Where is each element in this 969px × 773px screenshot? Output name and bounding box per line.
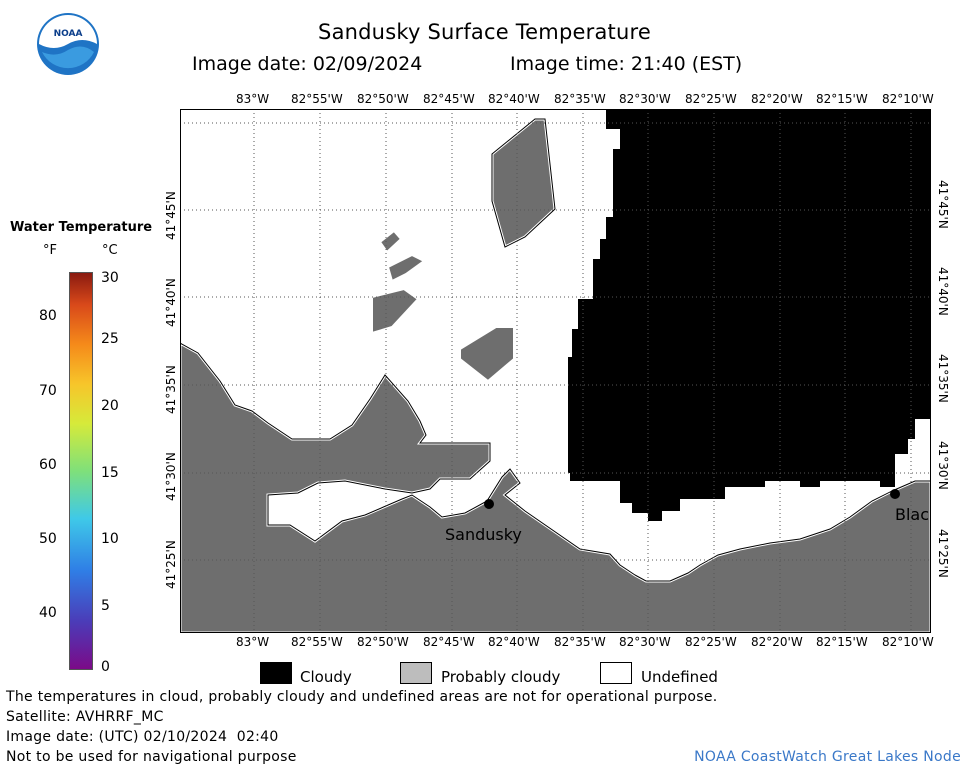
lat-label-right: 41°45'N [936, 180, 950, 229]
lon-label-top: 82°20'W [751, 92, 803, 106]
lon-label-top: 82°15'W [816, 92, 868, 106]
lon-label-bottom: 82°25'W [685, 635, 737, 649]
lat-label-left: 41°30'N [164, 452, 178, 501]
lat-label-left: 41°40'N [164, 278, 178, 327]
navigation-warning: Not to be used for navigational purpose [6, 749, 297, 765]
lat-label-right: 41°35'N [936, 354, 950, 403]
lon-label-top: 82°40'W [488, 92, 540, 106]
lon-label-bottom: 82°35'W [554, 635, 606, 649]
city-label-blac: Blac [895, 505, 930, 524]
lon-label-top: 82°35'W [554, 92, 606, 106]
noaa-logo: NOAA [37, 13, 99, 75]
c-tick-25: 25 [101, 331, 119, 347]
cloudy-key-label: Cloudy [300, 668, 352, 686]
map-title: Sandusky Surface Temperature [318, 20, 651, 44]
c-tick-30: 30 [101, 270, 119, 286]
cloudy-area [568, 109, 931, 521]
lon-label-top: 83°W [236, 92, 270, 106]
credit-link[interactable]: NOAA CoastWatch Great Lakes Node [694, 749, 961, 765]
probably-cloudy-key-label: Probably cloudy [441, 668, 561, 686]
unit-fahrenheit: °F [43, 243, 57, 258]
disclaimer-text: The temperatures in cloud, probably clou… [6, 689, 718, 705]
cloudy-swatch [260, 662, 292, 684]
utc-date-text: Image date: (UTC) 02/10/2024 02:40 [6, 729, 279, 745]
satellite-text: Satellite: AVHRRF_MC [6, 709, 164, 725]
c-tick-15: 15 [101, 465, 119, 481]
lat-label-right: 41°25'N [936, 529, 950, 578]
lat-label-right: 41°30'N [936, 441, 950, 490]
image-date: Image date: 02/09/2024 [192, 53, 423, 75]
c-tick-20: 20 [101, 398, 119, 414]
image-time: Image time: 21:40 (EST) [510, 53, 743, 75]
lon-label-top: 82°10'W [882, 92, 934, 106]
lat-label-left: 41°45'N [164, 191, 178, 240]
noaa-logo-text: NOAA [54, 29, 83, 39]
blac-marker [890, 489, 900, 499]
lat-label-right: 41°40'N [936, 267, 950, 316]
lat-label-left: 41°35'N [164, 365, 178, 414]
lon-label-bottom: 83°W [236, 635, 270, 649]
lon-label-top: 82°25'W [685, 92, 737, 106]
c-tick-0: 0 [101, 659, 110, 675]
city-label-sandusky: Sandusky [445, 525, 522, 544]
c-tick-5: 5 [101, 598, 110, 614]
lon-label-bottom: 82°30'W [619, 635, 671, 649]
lon-label-top: 82°30'W [619, 92, 671, 106]
map-panel [180, 109, 931, 633]
graticule [180, 109, 931, 633]
f-tick-60: 60 [39, 457, 57, 473]
lon-label-top: 82°50'W [357, 92, 409, 106]
lon-label-bottom: 82°10'W [882, 635, 934, 649]
color-scale-title: Water Temperature [10, 220, 153, 235]
color-scale-bar [69, 272, 93, 670]
f-tick-50: 50 [39, 531, 57, 547]
sandusky-marker [484, 499, 494, 509]
undefined-swatch [600, 662, 632, 684]
unit-celsius: °C [102, 243, 118, 258]
lon-label-bottom: 82°55'W [291, 635, 343, 649]
lon-label-bottom: 82°50'W [357, 635, 409, 649]
lon-label-bottom: 82°45'W [423, 635, 475, 649]
lon-label-top: 82°55'W [291, 92, 343, 106]
lon-label-bottom: 82°20'W [751, 635, 803, 649]
lon-label-bottom: 82°15'W [816, 635, 868, 649]
lon-label-bottom: 82°40'W [488, 635, 540, 649]
f-tick-80: 80 [39, 308, 57, 324]
c-tick-10: 10 [101, 531, 119, 547]
undefined-key-label: Undefined [641, 668, 718, 686]
lat-label-left: 41°25'N [164, 540, 178, 589]
f-tick-40: 40 [39, 605, 57, 621]
f-tick-70: 70 [39, 383, 57, 399]
probably-cloudy-swatch [400, 662, 432, 684]
lon-label-top: 82°45'W [423, 92, 475, 106]
